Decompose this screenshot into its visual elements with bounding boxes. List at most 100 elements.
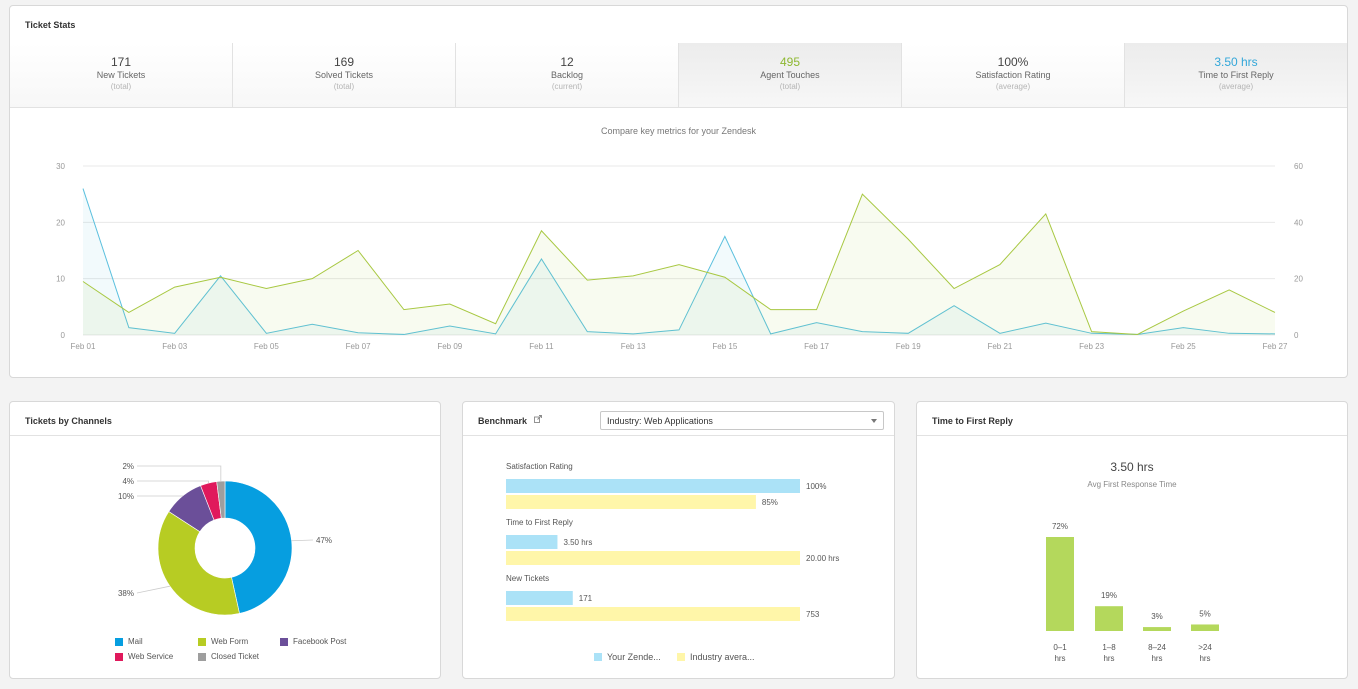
x-tick-label: Feb 03: [162, 342, 187, 351]
y-right-tick-label: 40: [1294, 218, 1303, 227]
satisfaction-label: Satisfaction Rating: [975, 70, 1051, 80]
legend-closed-ticket: Closed Ticket: [198, 652, 259, 661]
satisfaction-sub: (average): [995, 82, 1031, 91]
benchmark-bar-chart: Satisfaction Rating 100% 85% Time to First …: [506, 462, 839, 621]
industry-select-value: Industry: Web Applications: [607, 416, 713, 426]
x-tick-label: Feb 21: [987, 342, 1012, 351]
tab-backlog[interactable]: 12 Backlog (current): [456, 43, 679, 107]
y-left-tick-label: 10: [56, 275, 65, 284]
legend-label-web-form: Web Form: [211, 637, 249, 646]
time-to-first-reply-panel: Time to First Reply 3.50 hrs Avg First R…: [916, 401, 1348, 679]
ttfr-divider: [917, 435, 1347, 436]
y-right-tick-label: 60: [1294, 162, 1303, 171]
solved-tickets-label: Solved Tickets: [314, 70, 374, 80]
x-tick-label: Feb 09: [437, 342, 462, 351]
x-tick-label: Feb 25: [1171, 342, 1196, 351]
ttfr-category-label: 1–8: [1102, 643, 1116, 652]
y-left-tick-label: 0: [61, 331, 66, 340]
ttfr-category-unit: hrs: [1054, 654, 1065, 662]
chart-caption: Compare key metrics for your Zendesk: [600, 126, 757, 136]
channels-donut-chart: 47% 38% 10% 4% 2%: [118, 462, 332, 616]
tab-satisfaction-rating[interactable]: 100% Satisfaction Rating (average): [902, 43, 1125, 107]
benchmark-bar-yours: [506, 591, 573, 605]
x-tick-label: Feb 15: [712, 342, 737, 351]
legend-web-service: Web Service: [115, 652, 173, 661]
x-tick-label: Feb 07: [346, 342, 371, 351]
legend-swatch-web-form: [198, 637, 206, 646]
y-right-tick-label: 0: [1294, 331, 1299, 340]
ticket-stats-title: Ticket Stats: [25, 20, 76, 30]
benchmark-title: Benchmark: [478, 416, 528, 426]
benchmark-group-label: New Tickets: [506, 574, 549, 583]
ttfr-bar: [1046, 537, 1074, 631]
y-right-tick-label: 20: [1294, 275, 1303, 284]
slice-leader-line: [291, 539, 314, 542]
external-link-icon[interactable]: [534, 415, 542, 423]
x-tick-label: Feb 23: [1079, 342, 1104, 351]
tab-solved-tickets[interactable]: 169 Solved Tickets (total): [233, 43, 456, 107]
benchmark-bar-industry: [506, 495, 756, 509]
tab-agent-touches[interactable]: 495 Agent Touches (total): [679, 43, 902, 107]
legend-facebook-post: Facebook Post: [280, 637, 346, 646]
ticket-stats-panel: Ticket Stats 171 New Tickets (total) 169…: [9, 5, 1348, 378]
benchmark-value-industry: 20.00 hrs: [806, 554, 839, 563]
legend-yours: Your Zende...: [594, 652, 661, 662]
channels-divider: [10, 435, 440, 436]
benchmark-group-label: Time to First Reply: [506, 518, 573, 527]
ttfr-category-label: 0–1: [1053, 643, 1067, 652]
ttfr-category-label: >24: [1198, 643, 1212, 652]
solved-tickets-sub: (total): [333, 82, 355, 91]
ttfr-category-label: 8–24: [1148, 643, 1166, 652]
x-tick-label: Feb 27: [1263, 342, 1288, 351]
new-tickets-value: 171: [110, 55, 132, 69]
legend-label-mail: Mail: [128, 637, 143, 646]
legend-swatch-industry: [677, 653, 685, 661]
slice-leader-line: [137, 465, 222, 482]
legend-label-industry: Industry avera...: [690, 652, 755, 662]
industry-select[interactable]: Industry: Web Applications: [600, 411, 884, 430]
benchmark-value-yours: 3.50 hrs: [563, 538, 592, 547]
legend-swatch-mail: [115, 637, 123, 646]
legend-label-yours: Your Zende...: [607, 652, 661, 662]
x-tick-label: Feb 01: [71, 342, 96, 351]
channels-title: Tickets by Channels: [25, 416, 112, 426]
satisfaction-value: 100%: [997, 55, 1029, 69]
benchmark-panel: Benchmark Industry: Web Applications Sat…: [462, 401, 895, 679]
slice-label: 10%: [118, 492, 134, 501]
x-tick-label: Feb 05: [254, 342, 279, 351]
legend-label-closed-ticket: Closed Ticket: [211, 652, 260, 661]
x-tick-label: Feb 17: [804, 342, 829, 351]
stat-tabs: 171 New Tickets (total) 169 Solved Ticke…: [10, 43, 1347, 108]
metrics-line-chart: 0 10 20 30 0 20 40 60 Feb 01 Feb 03 Feb 05 Feb 07 Fe…: [56, 162, 1303, 351]
tab-time-to-first-reply[interactable]: 3.50 hrs Time to First Reply (average): [1125, 43, 1347, 107]
legend-web-form: Web Form: [198, 637, 248, 646]
legend-label-facebook-post: Facebook Post: [293, 637, 347, 646]
benchmark-group-label: Satisfaction Rating: [506, 462, 573, 471]
slice-label: 4%: [122, 477, 134, 486]
slice-label: 47%: [316, 536, 332, 545]
new-tickets-sub: (total): [110, 82, 132, 91]
series-line: [82, 193, 1276, 335]
tickets-by-channels-panel: Tickets by Channels 47% 38% 10% 4% 2% Mail W…: [9, 401, 441, 679]
benchmark-bar-industry: [506, 551, 800, 565]
benchmark-value-yours: 100%: [806, 482, 826, 491]
tab-new-tickets[interactable]: 171 New Tickets (total): [10, 43, 233, 107]
ttfr-bar: [1095, 606, 1123, 631]
benchmark-bar-yours: [506, 535, 558, 549]
backlog-sub: (current): [551, 82, 583, 91]
legend-label-web-service: Web Service: [128, 652, 174, 661]
benchmark-divider: [463, 435, 894, 436]
backlog-label: Backlog: [550, 70, 584, 80]
slice-leader-line: [136, 585, 171, 594]
ttfr-bar: [1143, 627, 1171, 631]
ttfr-tab-sub: (average): [1218, 82, 1254, 91]
donut-slice: [216, 480, 226, 519]
x-tick-label: Feb 11: [529, 342, 554, 351]
legend-swatch-facebook-post: [280, 637, 288, 646]
benchmark-value-industry: 753: [806, 610, 820, 619]
series-area: [83, 188, 1275, 335]
legend-swatch-closed-ticket: [198, 652, 206, 661]
ttfr-bar-value: 3%: [1151, 612, 1163, 621]
ttfr-title: Time to First Reply: [932, 416, 1013, 426]
ttfr-big-value: 3.50 hrs: [1110, 460, 1154, 474]
